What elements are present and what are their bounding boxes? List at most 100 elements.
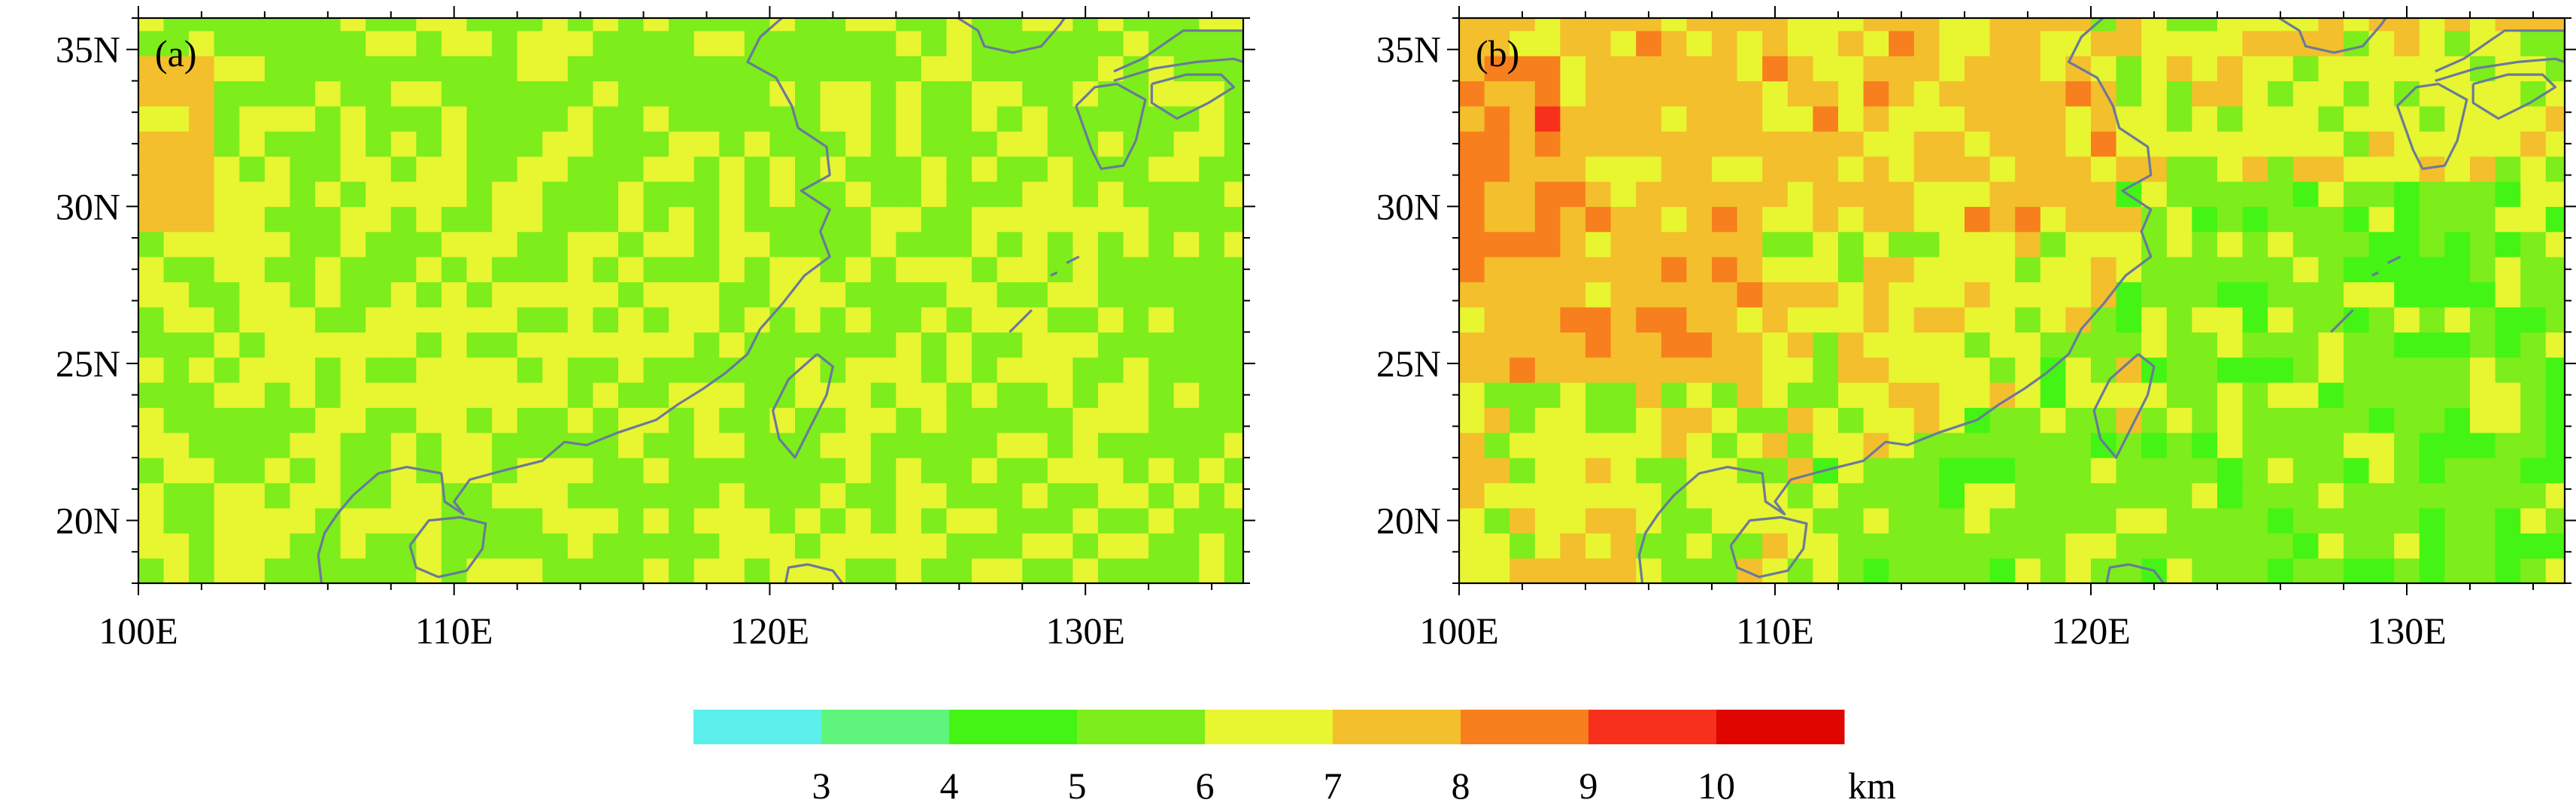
grid-cell xyxy=(1762,432,1789,458)
grid-cell xyxy=(441,507,468,534)
grid-cell xyxy=(163,181,190,207)
grid-cell xyxy=(1199,105,1225,132)
grid-cell xyxy=(997,131,1023,157)
grid-cell xyxy=(214,382,240,408)
grid-cell xyxy=(214,231,240,257)
grid-cell xyxy=(189,533,215,559)
grid-cell xyxy=(1560,30,1586,56)
grid-cell xyxy=(2292,507,2319,534)
grid-cell xyxy=(2242,332,2268,358)
colorbar-unit: km xyxy=(1848,765,1896,807)
grid-cell xyxy=(1686,432,1713,458)
grid-cell xyxy=(2217,332,2244,358)
grid-cell xyxy=(1813,131,1839,157)
grid-cell xyxy=(542,558,569,583)
grid-cell xyxy=(138,30,165,56)
y-tick-label: 25N xyxy=(56,342,120,385)
grid-cell xyxy=(669,458,695,484)
grid-cell xyxy=(2318,533,2344,559)
grid-cell xyxy=(1762,206,1789,233)
grid-cell xyxy=(2520,507,2547,534)
grid-cell xyxy=(2520,306,2547,333)
grid-cell xyxy=(2419,432,2445,458)
grid-cell xyxy=(1889,558,1915,583)
grid-cell xyxy=(2495,432,2521,458)
grid-cell xyxy=(1173,281,1200,308)
grid-cell xyxy=(416,306,442,333)
grid-cell xyxy=(1073,558,1099,583)
grid-cell xyxy=(290,131,316,157)
grid-cell xyxy=(1199,432,1225,458)
grid-cell xyxy=(593,105,619,132)
grid-cell xyxy=(1636,131,1662,157)
grid-cell xyxy=(2065,206,2092,233)
grid-cell xyxy=(1509,533,1536,559)
grid-cell xyxy=(845,432,872,458)
grid-cell xyxy=(290,507,316,534)
grid-cell xyxy=(2040,533,2066,559)
grid-cell xyxy=(492,131,518,157)
grid-cell xyxy=(239,306,265,333)
grid-cell xyxy=(617,56,645,82)
grid-cell xyxy=(517,432,543,458)
grid-cell xyxy=(2015,156,2041,182)
grid-cell xyxy=(366,281,392,308)
grid-cell xyxy=(542,482,569,509)
grid-cell xyxy=(669,407,695,433)
grid-cell xyxy=(2116,30,2142,56)
grid-cell xyxy=(693,156,720,182)
grid-cell xyxy=(1965,18,1991,32)
grid-cell xyxy=(163,30,190,56)
grid-cell xyxy=(795,533,821,559)
grid-cell xyxy=(643,507,669,534)
grid-cell xyxy=(1913,181,1940,207)
grid-cell xyxy=(2268,558,2294,583)
grid-cell xyxy=(1762,156,1789,182)
grid-cell xyxy=(2344,105,2370,132)
grid-cell xyxy=(315,332,341,358)
grid-cell xyxy=(593,533,619,559)
grid-cell xyxy=(1047,507,1073,534)
grid-cell xyxy=(2344,332,2370,358)
grid-cell xyxy=(441,131,468,157)
grid-cell xyxy=(264,131,291,157)
grid-cell xyxy=(2344,407,2370,433)
grid-cell xyxy=(769,231,796,257)
grid-cell xyxy=(340,181,366,207)
grid-cell xyxy=(264,281,291,308)
grid-cell xyxy=(1913,306,1940,333)
grid-cell xyxy=(1661,81,1687,107)
grid-cell xyxy=(997,105,1023,132)
grid-cell xyxy=(441,533,468,559)
grid-cell xyxy=(163,56,190,82)
grid-cell xyxy=(769,105,796,132)
grid-cell xyxy=(2116,56,2142,82)
grid-cell xyxy=(1913,30,1940,56)
grid-cell xyxy=(2394,407,2420,433)
grid-cell xyxy=(2192,558,2218,583)
grid-cell xyxy=(1787,231,1813,257)
colorbar: 3 4 5 6 7 8 9 10 km xyxy=(693,710,1896,807)
grid-cell xyxy=(315,482,341,509)
grid-cell xyxy=(2015,30,2041,56)
grid-cell xyxy=(593,81,619,107)
grid-cell xyxy=(214,332,240,358)
grid-cell xyxy=(997,306,1023,333)
grid-cell xyxy=(390,382,417,408)
grid-cell xyxy=(744,257,771,283)
grid-cell xyxy=(1989,306,2016,333)
grid-cell xyxy=(315,206,341,233)
grid-cell xyxy=(1560,306,1586,333)
grid-cell xyxy=(2217,105,2244,132)
grid-cell xyxy=(1097,407,1124,433)
grid-cell xyxy=(2419,18,2445,32)
grid-cell xyxy=(2444,357,2471,383)
grid-cell xyxy=(264,306,291,333)
grid-cell xyxy=(2394,507,2420,534)
grid-cell xyxy=(517,382,543,408)
grid-cell xyxy=(2470,382,2496,408)
grid-cell xyxy=(1965,332,1991,358)
grid-cell xyxy=(997,281,1023,308)
grid-cell xyxy=(264,105,291,132)
grid-cell xyxy=(2444,231,2471,257)
